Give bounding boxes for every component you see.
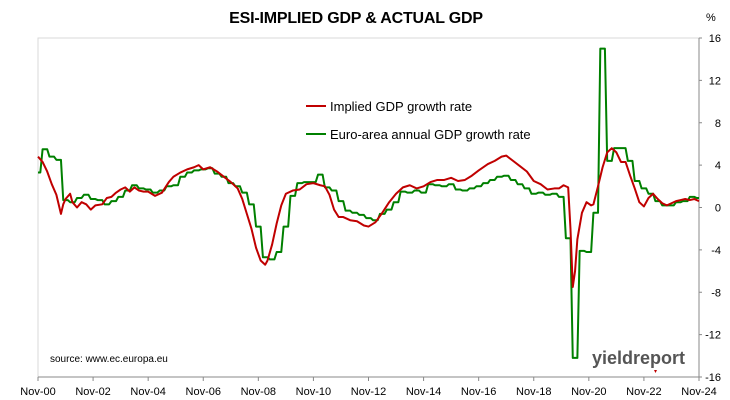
series-line-actual-gdp: [38, 47, 699, 359]
x-tick-label: Nov-18: [516, 386, 551, 398]
legend: Implied GDP growth rate Euro-area annual…: [306, 99, 531, 142]
x-tick-label: Nov-14: [406, 386, 441, 398]
y-tick-label: 0: [715, 203, 721, 215]
y-tick-label: -16: [705, 372, 721, 384]
y-tick-label: 12: [709, 75, 721, 87]
y-axis-unit: %: [706, 12, 716, 24]
x-tick-label: Nov-24: [681, 386, 716, 398]
x-tick-label: Nov-20: [571, 386, 606, 398]
legend-label-actual: Euro-area annual GDP growth rate: [330, 127, 531, 142]
source-note: source: www.ec.europa.eu: [50, 354, 168, 365]
brand-marker-icon: [654, 370, 657, 373]
y-tick-label: -4: [711, 245, 721, 257]
series-line-implied-gdp: [37, 147, 700, 288]
y-tick-label: -8: [711, 287, 721, 299]
x-tick-label: Nov-06: [186, 386, 221, 398]
x-tick-label: Nov-22: [626, 386, 661, 398]
y-tick-label: 8: [715, 118, 721, 130]
x-tick-label: Nov-10: [296, 386, 331, 398]
brand-logo: yieldreport: [592, 348, 685, 373]
legend-label-implied: Implied GDP growth rate: [330, 99, 472, 114]
y-tick-label: 16: [709, 33, 721, 45]
x-tick-label: Nov-04: [130, 386, 165, 398]
y-tick-label: -12: [705, 330, 721, 342]
x-tick-label: Nov-02: [75, 386, 110, 398]
x-ticks: Nov-00 Nov-02 Nov-04 Nov-06 Nov-08 Nov-10 Nov-…: [20, 377, 717, 398]
y-tick-label: 4: [715, 160, 721, 172]
x-tick-label: Nov-12: [351, 386, 386, 398]
chart-title: ESI-IMPLIED GDP & ACTUAL GDP: [229, 10, 483, 27]
y-ticks: 16 12 8 4 0 -4 -8 -12 -16: [699, 33, 721, 384]
x-tick-label: Nov-08: [241, 386, 276, 398]
brand-text: yieldreport: [592, 348, 685, 368]
series-layer: [37, 47, 700, 359]
x-tick-label: Nov-16: [461, 386, 496, 398]
x-tick-label: Nov-00: [20, 386, 55, 398]
